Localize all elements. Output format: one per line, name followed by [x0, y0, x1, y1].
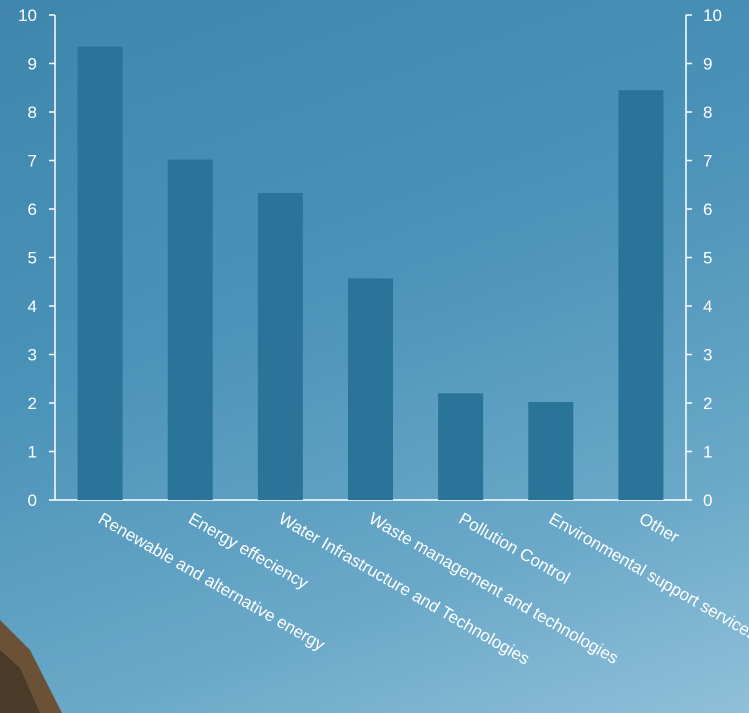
bar: [257, 192, 303, 500]
y-tick-label-right: 9: [703, 55, 712, 74]
y-tick-label-left: 4: [28, 297, 37, 316]
y-tick-label-right: 10: [703, 6, 722, 25]
y-tick-label-left: 0: [28, 491, 37, 510]
y-tick-label-left: 7: [28, 152, 37, 171]
y-tick-label-left: 8: [28, 103, 37, 122]
bar: [348, 278, 393, 500]
y-tick-label-right: 1: [703, 443, 712, 462]
y-tick-label-right: 4: [703, 297, 712, 316]
bar: [528, 402, 574, 500]
y-tick-label-left: 5: [28, 249, 37, 268]
y-tick-label-left: 1: [28, 443, 37, 462]
y-tick-label-left: 10: [18, 6, 37, 25]
y-tick-label-left: 2: [28, 394, 37, 413]
y-tick-label-right: 8: [703, 103, 712, 122]
bar: [438, 393, 484, 500]
y-tick-label-left: 9: [28, 55, 37, 74]
y-tick-label-right: 7: [703, 152, 712, 171]
y-tick-label-right: 0: [703, 491, 712, 510]
y-tick-label-right: 6: [703, 200, 712, 219]
y-tick-label-right: 2: [703, 394, 712, 413]
bar: [167, 159, 213, 500]
x-tick-label: Other: [636, 509, 683, 547]
y-tick-label-left: 6: [28, 200, 37, 219]
y-tick-label-right: 5: [703, 249, 712, 268]
y-tick-label-left: 3: [28, 346, 37, 365]
bar: [77, 46, 123, 501]
y-tick-label-right: 3: [703, 346, 712, 365]
bar: [618, 90, 664, 501]
